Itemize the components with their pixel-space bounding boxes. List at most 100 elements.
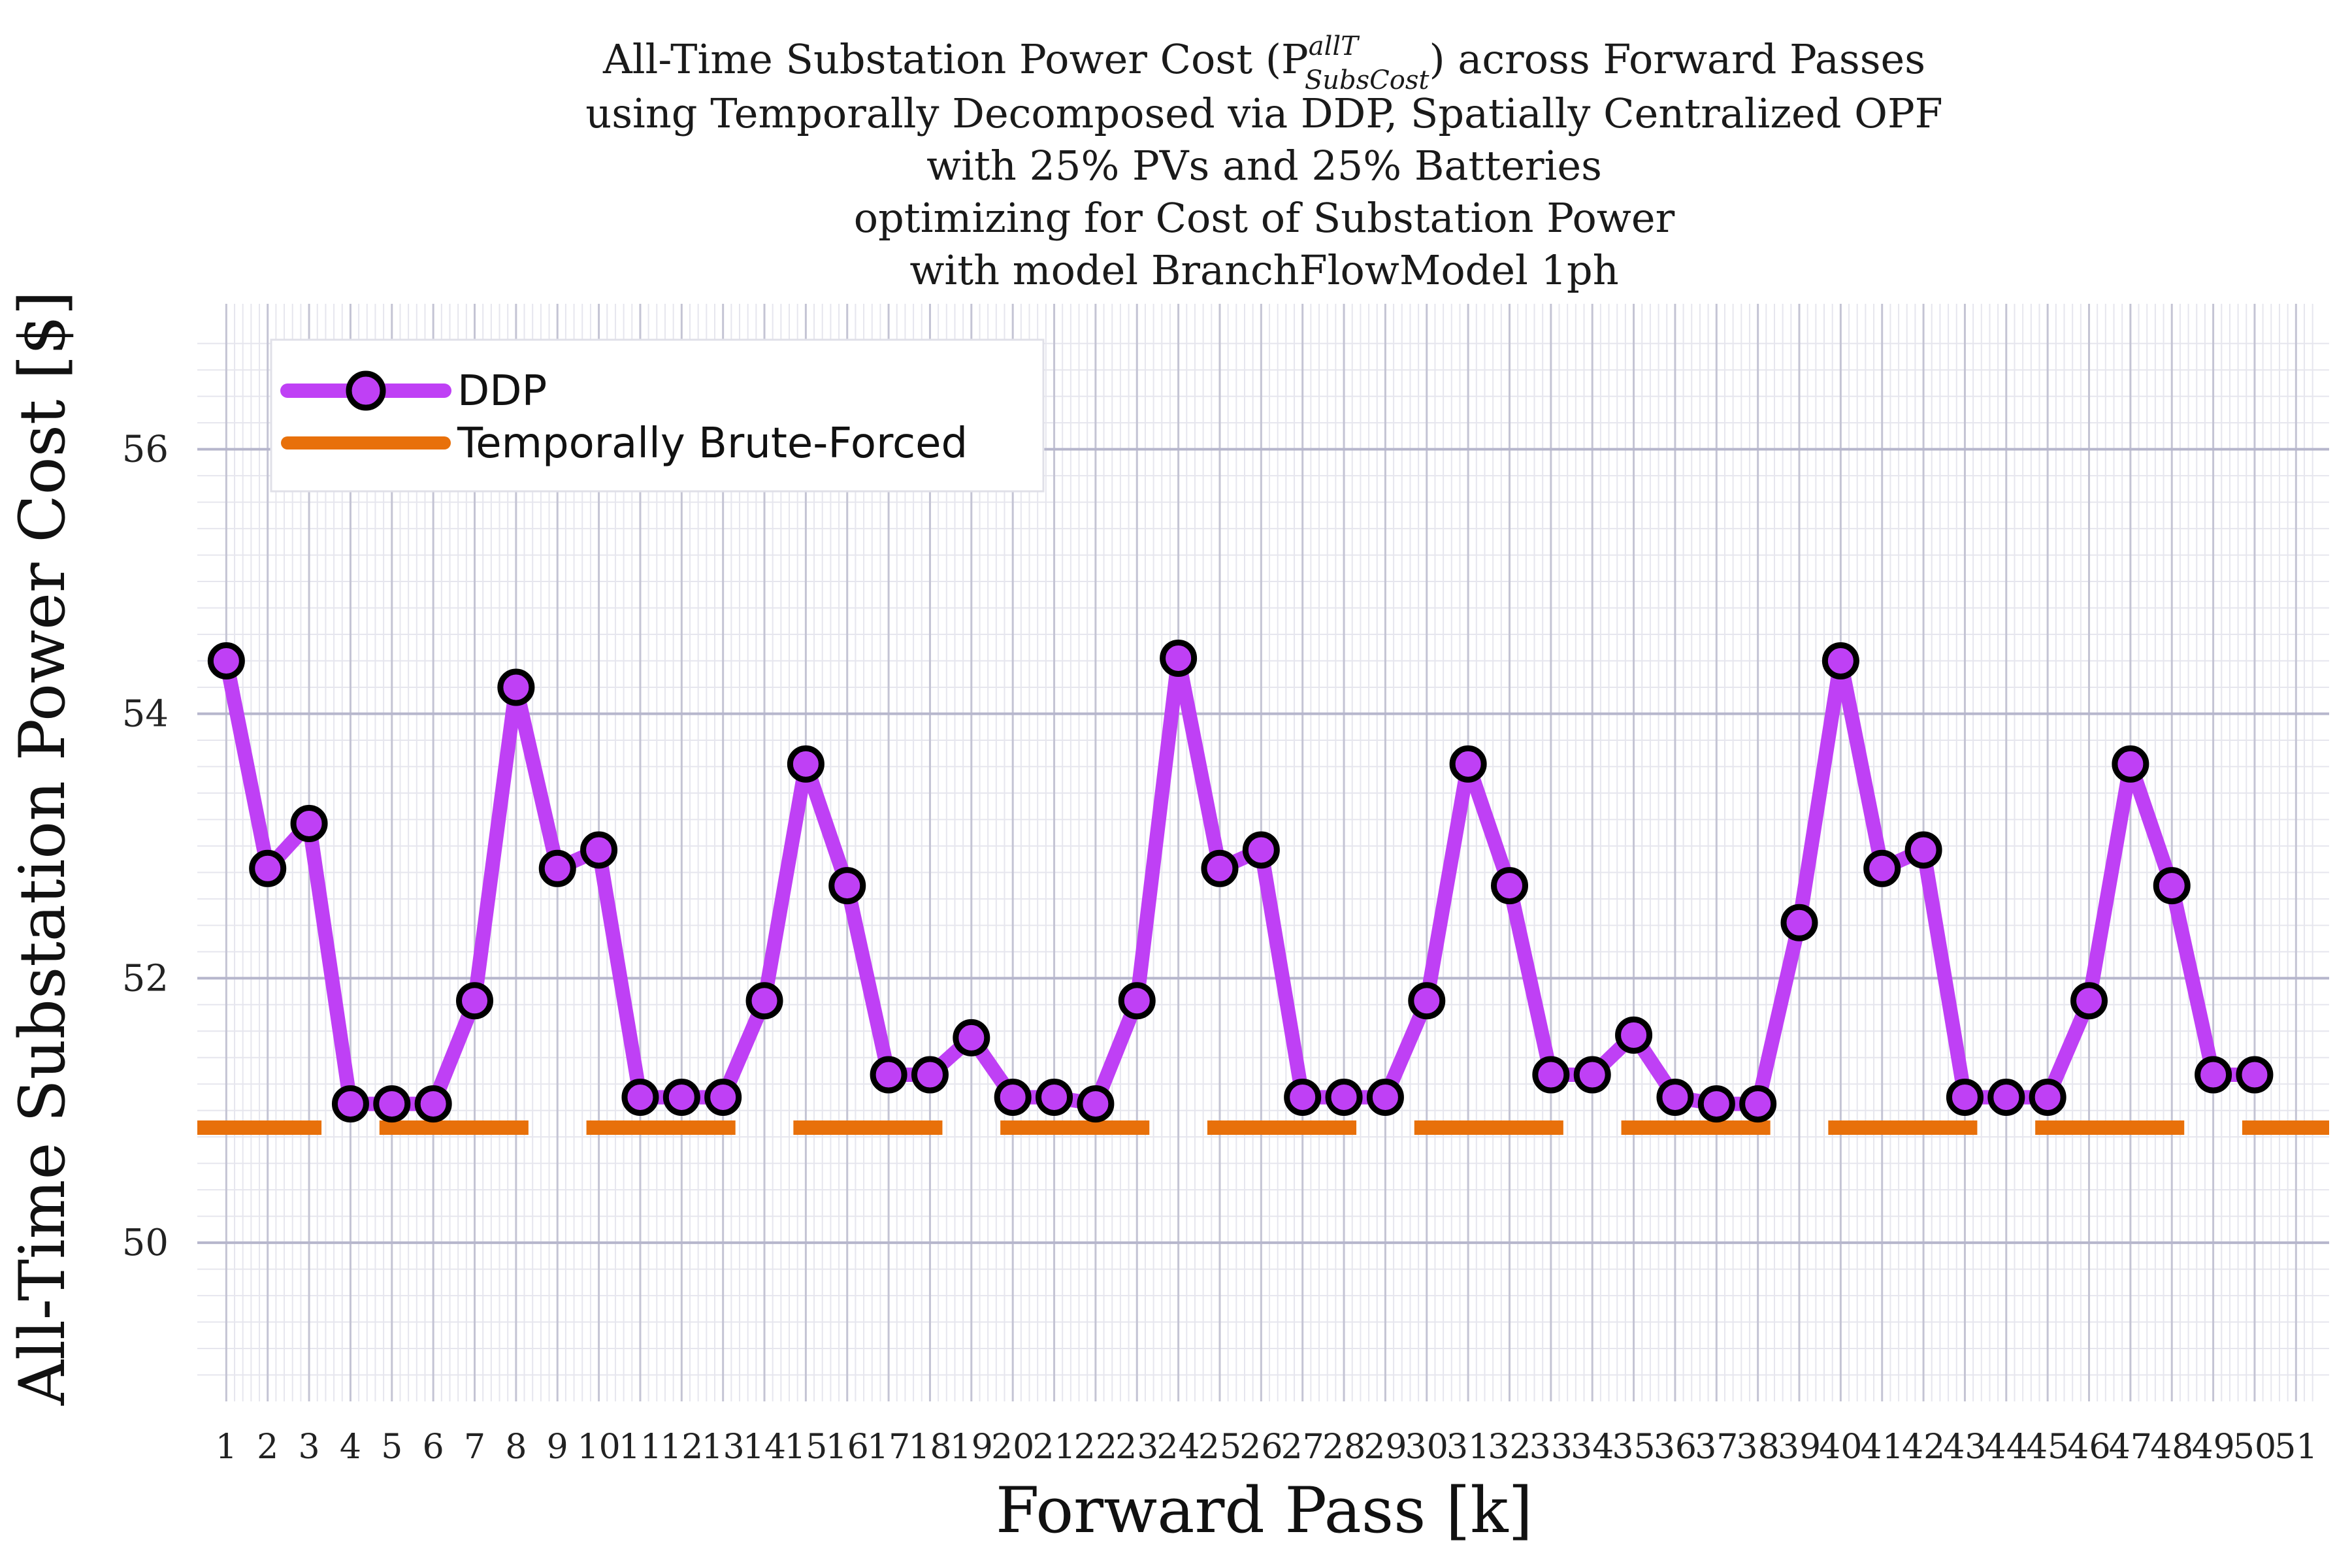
ddp-point: [1697, 1085, 1735, 1123]
ddp-point: [1242, 831, 1280, 869]
ddp-point: [2029, 1078, 2066, 1116]
x-tick-label: 25: [1198, 1428, 1241, 1467]
ddp-point: [1532, 1056, 1570, 1094]
ddp-point: [456, 982, 494, 1020]
ddp-point: [1036, 1078, 1073, 1116]
x-tick-label: 40: [1819, 1428, 1862, 1467]
x-tick-label: 46: [2067, 1428, 2110, 1467]
x-tick-label: 26: [1239, 1428, 1282, 1467]
ddp-point: [249, 849, 287, 887]
x-tick-label: 5: [381, 1428, 402, 1467]
ddp-point: [290, 804, 328, 842]
x-tick-label: 49: [2192, 1428, 2235, 1467]
x-tick-label: 14: [743, 1428, 786, 1467]
ddp-point: [1449, 745, 1487, 783]
legend-box: [270, 338, 1045, 493]
ddp-point: [1284, 1078, 1322, 1116]
x-tick-label: 43: [1943, 1428, 1986, 1467]
x-tick-label: 29: [1364, 1428, 1407, 1467]
x-tick-label: 13: [702, 1428, 745, 1467]
x-tick-label: 16: [826, 1428, 869, 1467]
ddp-point: [497, 668, 535, 706]
title-line-1-text: All-Time Substation Power Cost (P: [602, 35, 1309, 83]
x-tick-label: 10: [577, 1428, 620, 1467]
x-tick-label: 15: [784, 1428, 827, 1467]
x-tick-label: 4: [340, 1428, 361, 1467]
legend: DDP Temporally Brute-Forced: [270, 338, 1045, 493]
title-symbol-sub: SubsCost: [1305, 65, 1430, 95]
x-tick-label: 19: [950, 1428, 993, 1467]
ddp-point: [1821, 642, 1859, 680]
x-tick-label: 7: [464, 1428, 485, 1467]
x-tick-label: 3: [299, 1428, 320, 1467]
x-tick-label: 17: [867, 1428, 910, 1467]
title-line-5: with model BranchFlowModel 1ph: [909, 246, 1618, 294]
title-line-1: All-Time Substation Power Cost (PallT Sub…: [602, 31, 1925, 95]
y-tick-labels: 50 52 54 56: [122, 429, 169, 1264]
x-axis-label: Forward Pass [k]: [996, 1474, 1533, 1547]
ddp-point: [331, 1085, 369, 1123]
x-tick-label: 44: [1985, 1428, 2028, 1467]
x-tick-label: 28: [1322, 1428, 1365, 1467]
ddp-point: [787, 745, 825, 783]
x-tick-label: 38: [1737, 1428, 1780, 1467]
x-tick-label: 23: [1115, 1428, 1158, 1467]
ddp-point: [1904, 831, 1942, 869]
y-tick-label: 50: [122, 1222, 169, 1264]
x-tick-label: 32: [1488, 1428, 1531, 1467]
ddp-point: [870, 1056, 907, 1094]
x-tick-label: 18: [908, 1428, 951, 1467]
ddp-series: [207, 639, 2274, 1123]
x-tick-label: 30: [1405, 1428, 1448, 1467]
ddp-point: [2153, 867, 2191, 905]
ddp-point: [1615, 1016, 1653, 1054]
x-tick-label: 34: [1571, 1428, 1614, 1467]
ddp-point: [994, 1078, 1032, 1116]
x-tick-label: 2: [257, 1428, 278, 1467]
ddp-point: [2070, 982, 2108, 1020]
ddp-point: [1780, 904, 1818, 941]
ddp-point: [2195, 1056, 2232, 1094]
x-tick-label: 35: [1612, 1428, 1655, 1467]
ddp-point: [1366, 1078, 1404, 1116]
ddp-point: [1160, 639, 1198, 677]
ddp-point: [1863, 849, 1901, 887]
title-line-3: with 25% PVs and 25% Batteries: [926, 142, 1602, 189]
ddp-point: [580, 831, 618, 869]
ddp-point: [662, 1078, 700, 1116]
x-tick-label: 12: [660, 1428, 703, 1467]
ddp-point: [745, 982, 783, 1020]
legend-ddp-label: DDP: [457, 367, 547, 416]
x-tick-label: 6: [423, 1428, 444, 1467]
x-tick-labels: 1 2 3 4 5 6 7 8 9 1011121314151617181920212223242…: [216, 1428, 2318, 1467]
ddp-point: [1118, 982, 1156, 1020]
ddp-point: [2112, 745, 2149, 783]
x-tick-label: 24: [1157, 1428, 1200, 1467]
x-tick-label: 27: [1281, 1428, 1324, 1467]
x-tick-label: 51: [2274, 1428, 2317, 1467]
y-tick-label: 52: [122, 957, 169, 1000]
x-tick-label: 39: [1778, 1428, 1821, 1467]
x-tick-label: 33: [1529, 1428, 1573, 1467]
ddp-point: [1946, 1078, 1984, 1116]
ddp-point: [207, 642, 245, 680]
ddp-point: [1739, 1085, 1777, 1123]
ddp-line: [219, 651, 2255, 1111]
x-tick-label: 21: [1032, 1428, 1075, 1467]
x-tick-label: 1: [216, 1428, 237, 1467]
x-tick-label: 47: [2109, 1428, 2152, 1467]
x-tick-label: 45: [2026, 1428, 2069, 1467]
x-tick-label: 48: [2150, 1428, 2193, 1467]
ddp-point: [704, 1078, 742, 1116]
x-tick-label: 8: [505, 1428, 527, 1467]
x-tick-label: 36: [1654, 1428, 1697, 1467]
ddp-point: [1573, 1056, 1611, 1094]
ddp-point: [911, 1056, 949, 1094]
title-line-1-tail: ) across Forward Passes: [1429, 35, 1925, 83]
legend-bf-label: Temporally Brute-Forced: [457, 419, 968, 468]
ddp-point: [538, 849, 576, 887]
ddp-point: [373, 1085, 411, 1123]
x-tick-label: 37: [1695, 1428, 1738, 1467]
ddp-point: [1987, 1078, 2025, 1116]
ddp-point: [953, 1019, 990, 1056]
